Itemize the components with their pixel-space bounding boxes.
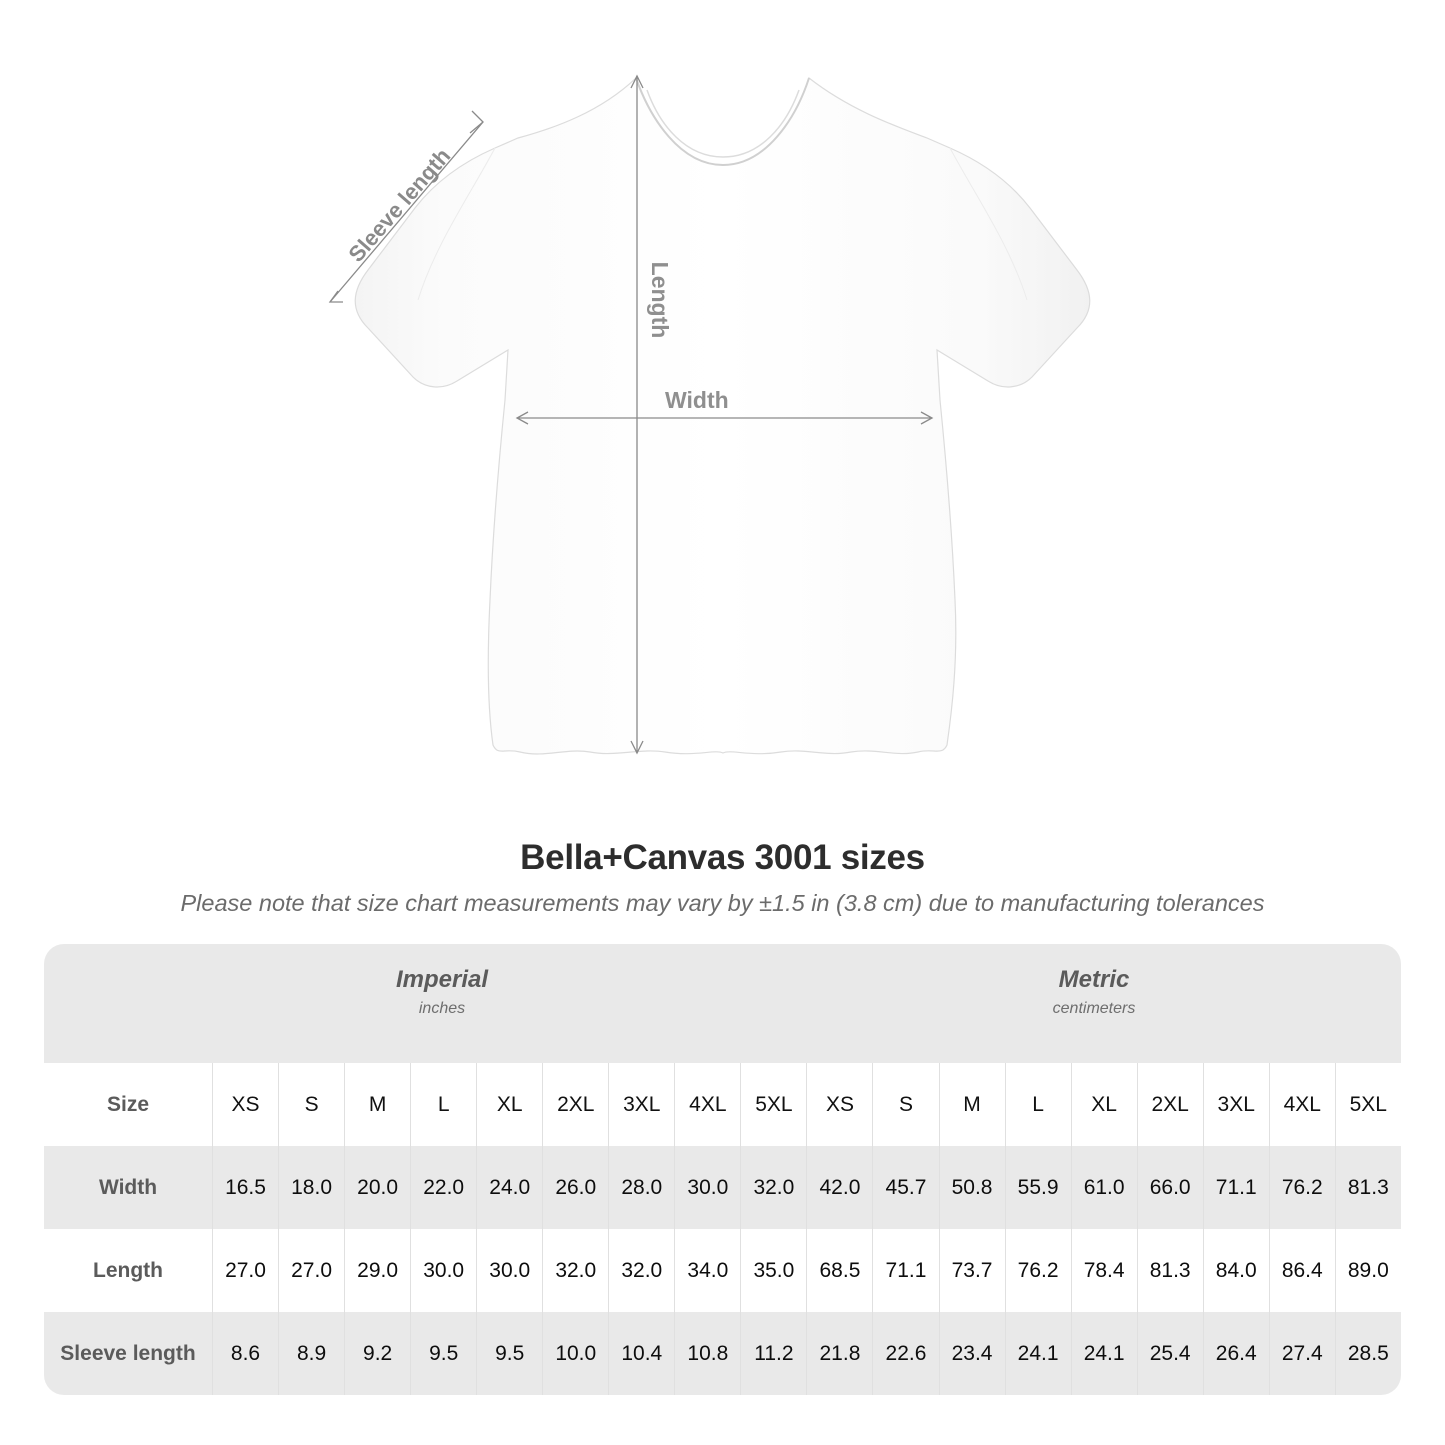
svg-text:Length: Length xyxy=(647,262,673,339)
svg-text:Width: Width xyxy=(665,387,729,413)
